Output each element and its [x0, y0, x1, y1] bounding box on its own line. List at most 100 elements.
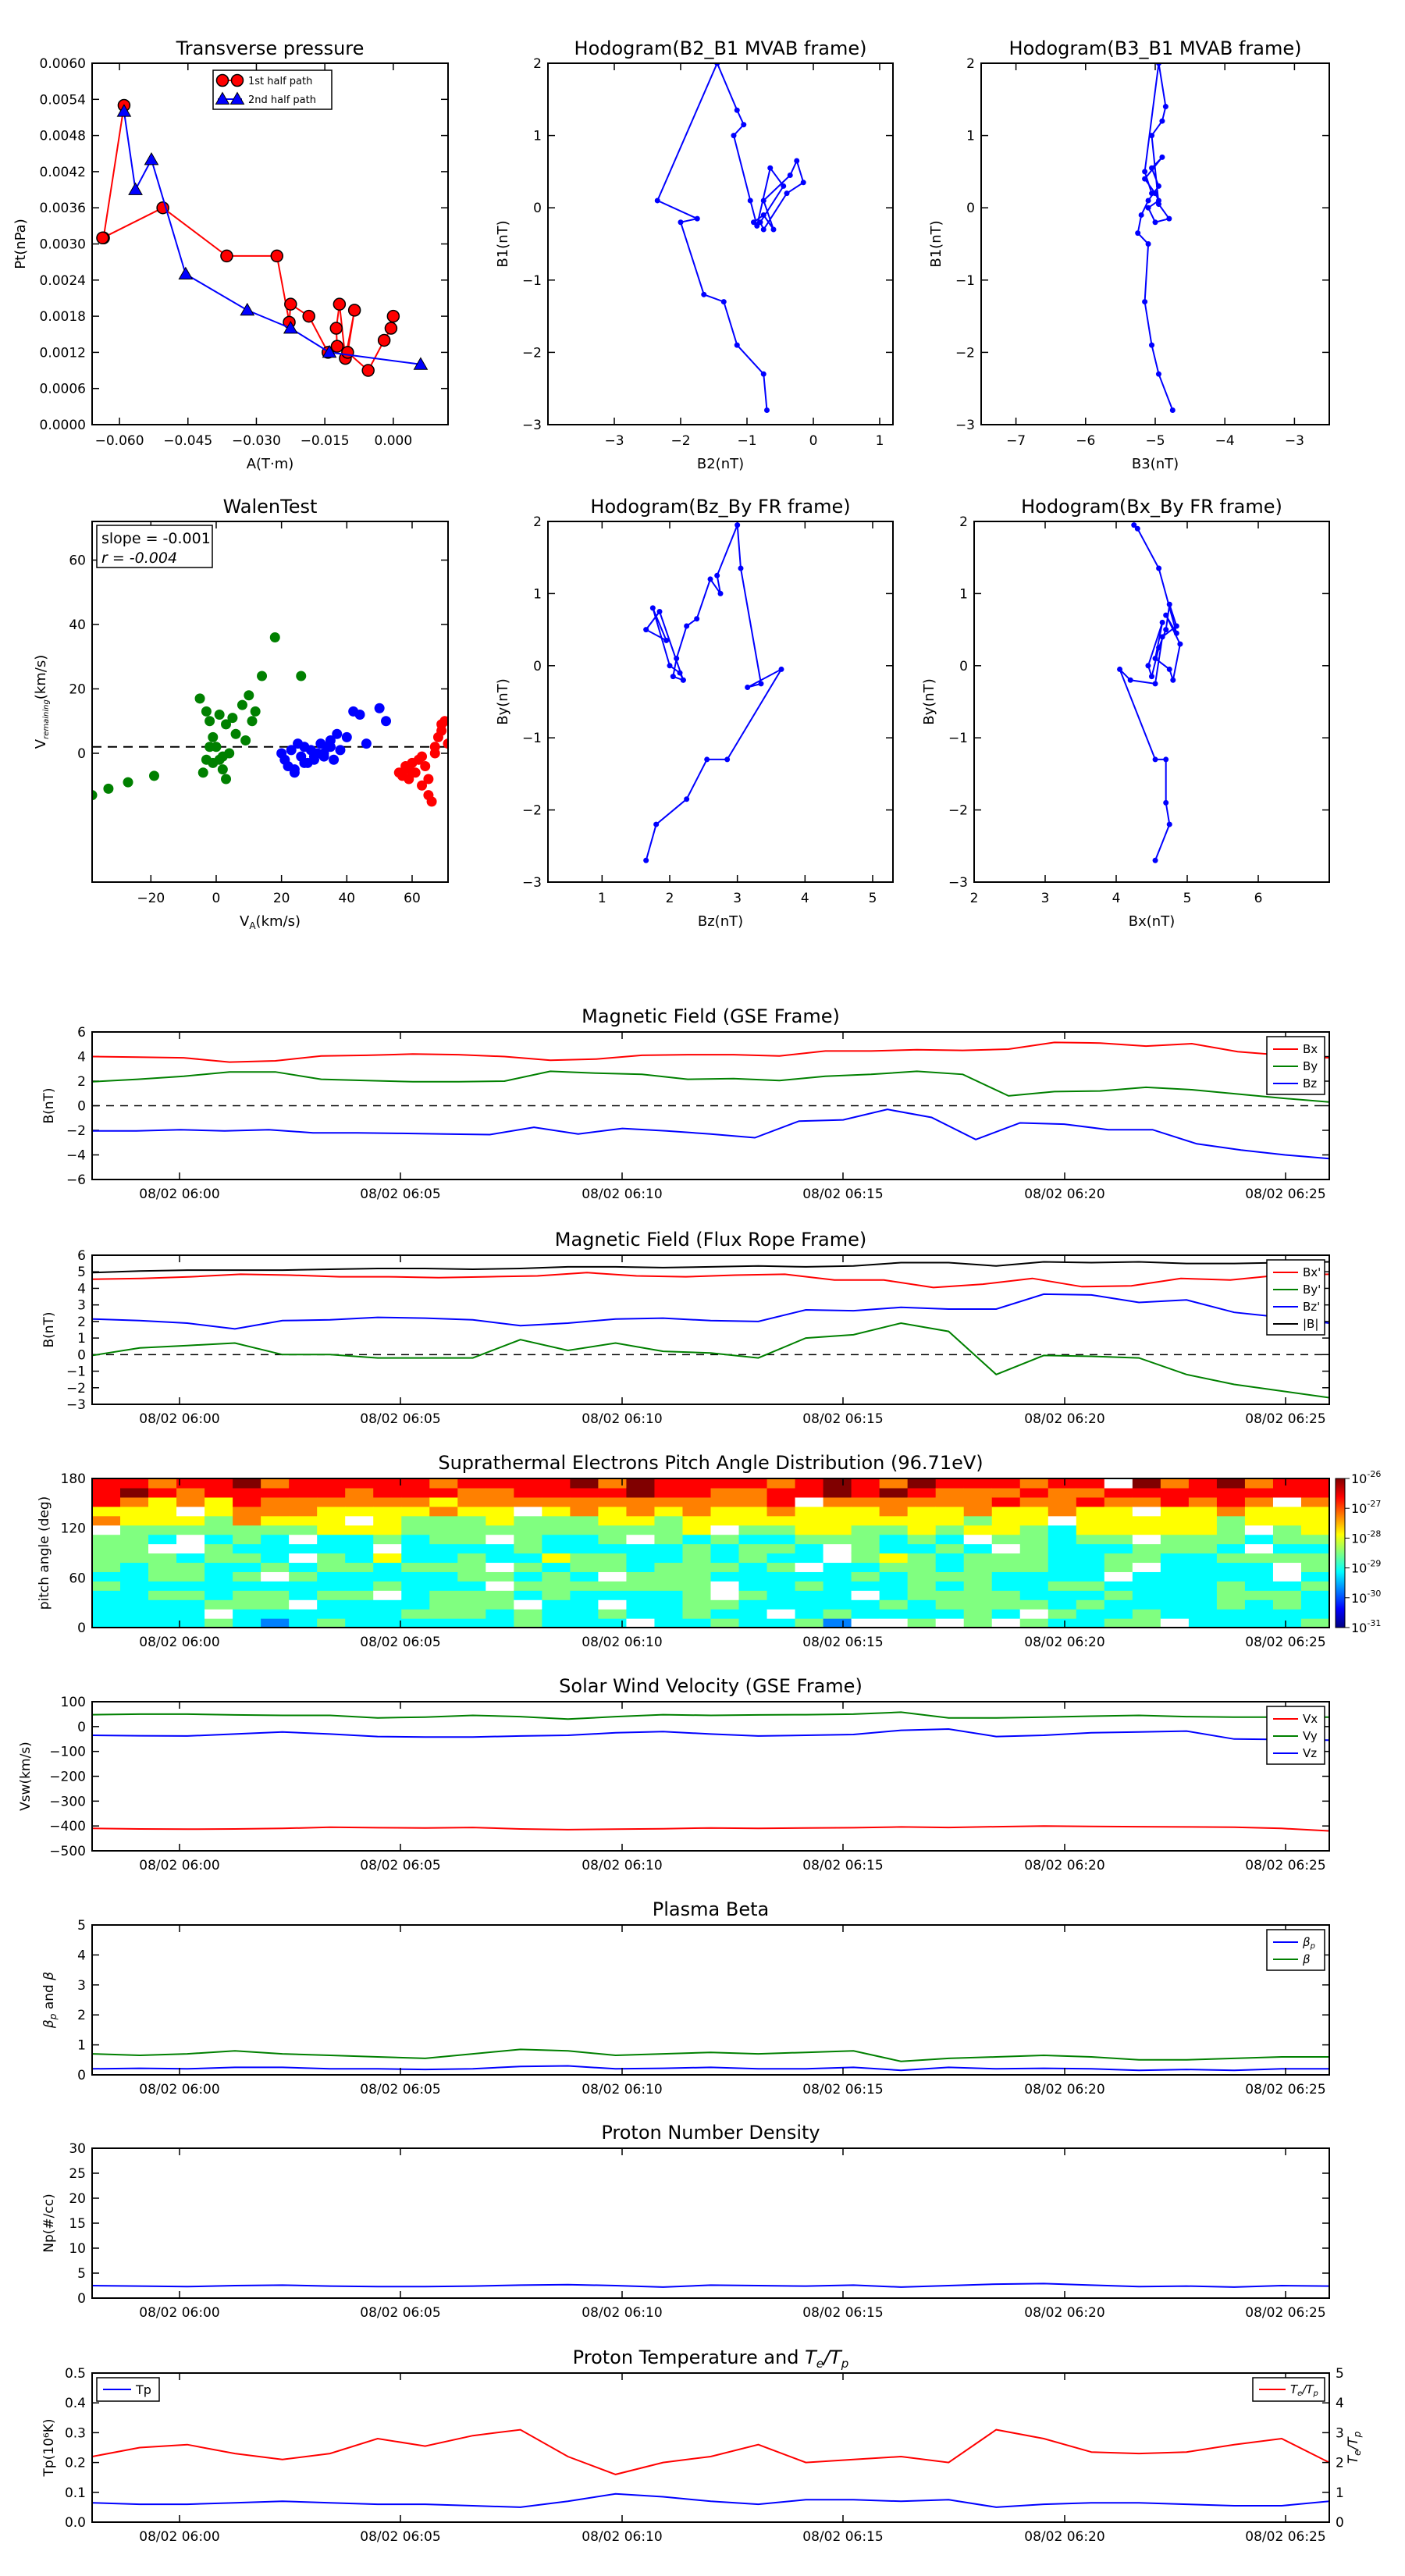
heatmap-cell [148, 1543, 177, 1554]
y-tick-label: 30 [69, 2141, 86, 2157]
heatmap-cell [823, 1609, 852, 1619]
data-point [1142, 169, 1148, 175]
heatmap-cell [654, 1609, 684, 1619]
heatmap-cell [1160, 1496, 1190, 1507]
series-points [92, 632, 307, 801]
y-tick-label: −1 [522, 731, 542, 746]
heatmap-cell [92, 1487, 121, 1498]
heatmap-cell [345, 1571, 374, 1582]
heatmap-cell [795, 1543, 824, 1554]
heatmap-cell [261, 1553, 290, 1564]
data-point [240, 302, 255, 316]
y-tick-label: 0.0000 [40, 418, 86, 433]
data-point [1177, 641, 1183, 647]
heatmap-cell [92, 1525, 121, 1535]
heatmap-cell [654, 1525, 684, 1535]
chart-title: Magnetic Field (GSE Frame) [582, 1005, 840, 1027]
time-tick-label: 08/02 06:00 [139, 1635, 219, 1650]
heatmap-cell [1019, 1599, 1049, 1610]
data-point [230, 728, 241, 739]
chart-title: Magnetic Field (Flux Rope Frame) [555, 1229, 866, 1251]
y-tick-label: 0 [959, 659, 968, 674]
data-point [220, 249, 233, 263]
y-tick-label: 0 [77, 746, 86, 762]
heatmap-cell [963, 1515, 993, 1526]
heatmap-cell [626, 1599, 656, 1610]
heatmap-cell [767, 1506, 796, 1517]
heatmap-cell [345, 1487, 374, 1498]
heatmap-cell [401, 1543, 430, 1554]
heatmap-cell [1272, 1487, 1302, 1498]
data-point [116, 104, 132, 117]
heatmap-cell [1076, 1534, 1105, 1545]
heatmap-cell [654, 1487, 684, 1498]
data-point [144, 151, 159, 165]
heatmap-cell [289, 1618, 318, 1628]
heatmap-cell [626, 1553, 656, 1564]
heatmap-cell [1048, 1478, 1077, 1489]
heatmap-cell [1048, 1618, 1077, 1628]
heatmap-cell [710, 1590, 740, 1600]
chart-title: Hodogram(B2_B1 MVAB frame) [574, 37, 867, 59]
data-point [1155, 371, 1161, 377]
heatmap-cell [795, 1506, 824, 1517]
data-point [738, 565, 744, 571]
y-axis-label: Vsw(km/s) [18, 1742, 34, 1811]
data-point [643, 857, 649, 863]
heatmap-cell [148, 1515, 177, 1526]
heatmap-cell [120, 1496, 149, 1507]
annotation-box [96, 525, 213, 568]
heatmap-cell [935, 1590, 965, 1600]
heatmap-cell [148, 1562, 177, 1572]
heatmap-cell [289, 1478, 318, 1489]
heatmap-cell [682, 1487, 712, 1498]
heatmap-cell [1019, 1543, 1049, 1554]
heatmap-cell [907, 1525, 937, 1535]
data-point [1166, 821, 1172, 827]
heatmap-cell [429, 1478, 458, 1489]
legend: βpβ [1266, 1929, 1325, 1971]
heatmap-cell [457, 1571, 486, 1582]
data-point [714, 572, 720, 578]
heatmap-cell [92, 1609, 121, 1619]
heatmap-cell [935, 1553, 965, 1564]
heatmap-cell [907, 1478, 937, 1489]
heatmap-cell [1019, 1581, 1049, 1591]
heatmap-cell [654, 1534, 684, 1545]
data-point [751, 219, 756, 226]
heatmap-cell [514, 1571, 542, 1582]
data-point [741, 122, 747, 128]
y-tick-label: −1 [66, 1364, 86, 1380]
heatmap-cell [1272, 1496, 1302, 1507]
heatmap-cell [907, 1553, 937, 1564]
time-tick-label: 08/02 06:00 [139, 2529, 219, 2545]
heatmap-cell [176, 1515, 205, 1526]
data-point [443, 738, 448, 749]
plot-area [92, 1041, 1329, 1160]
legend-label: Bz' [1303, 1300, 1320, 1314]
colorbar-label: 10-26 [1351, 1469, 1381, 1486]
heatmap-cell [795, 1590, 824, 1600]
heatmap-cell [598, 1515, 628, 1526]
time-tick-label: 08/02 06:20 [1024, 2529, 1104, 2545]
heatmap-cell [879, 1506, 909, 1517]
heatmap-cell [823, 1487, 852, 1498]
heatmap-cell [907, 1515, 937, 1526]
y-tick-label: 120 [61, 1521, 86, 1537]
heatmap-cell [120, 1478, 149, 1489]
heatmap-cell [710, 1562, 740, 1572]
heatmap-cell [429, 1553, 458, 1564]
heatmap-cell [373, 1487, 402, 1498]
heatmap-cell [148, 1609, 177, 1619]
heatmap-cell [1272, 1581, 1302, 1591]
heatmap-cell [963, 1506, 993, 1517]
data-point [308, 751, 319, 762]
heatmap-cell [795, 1581, 824, 1591]
heatmap-cell [92, 1506, 121, 1517]
panel-walen: WalenTest −20 0 20 40 60 0 20 40 60 VA(km/s) Vremai… [33, 496, 449, 931]
heatmap-cell [654, 1562, 684, 1572]
data-point [230, 73, 244, 87]
data-point [227, 713, 238, 724]
heatmap-cell [1160, 1525, 1190, 1535]
series-line [123, 111, 422, 365]
